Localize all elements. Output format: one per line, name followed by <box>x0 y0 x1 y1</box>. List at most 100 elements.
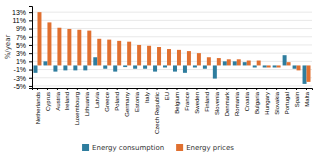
x-tick: EU <box>164 88 170 100</box>
y-tick-mark <box>29 12 32 13</box>
x-tick-mark <box>216 88 217 90</box>
bar <box>293 65 297 68</box>
x-tick-label: Belgium <box>174 92 180 114</box>
bar <box>53 65 57 71</box>
grid-line <box>32 85 312 86</box>
grid-line <box>32 12 312 13</box>
grid-line <box>32 28 312 29</box>
x-tick: Spain <box>294 88 300 107</box>
x-tick-label: Slovakia <box>274 91 280 114</box>
x-tick-mark <box>147 88 148 90</box>
legend-label: Energy consumption <box>92 144 164 152</box>
x-tick-mark <box>157 88 158 90</box>
x-tick-label: Spain <box>294 92 300 107</box>
x-tick-label: EU <box>164 92 170 100</box>
y-tick-mark <box>29 53 32 54</box>
x-tick-mark <box>47 88 48 90</box>
x-tick: Latvia <box>94 88 100 108</box>
bar <box>77 30 81 66</box>
x-tick-label: Estonia <box>134 91 140 112</box>
x-tick-mark <box>196 88 197 90</box>
x-tick-label: France <box>184 91 190 110</box>
y-tick: 13% <box>12 9 32 16</box>
x-tick: Portugal <box>284 88 290 114</box>
x-tick-mark <box>97 88 98 90</box>
bar <box>37 12 41 65</box>
x-tick-mark <box>266 88 267 90</box>
x-tick-label: Latvia <box>94 91 100 108</box>
plot: -5%-3%-1%1%3%5%7%9%11%13%NetherlandsCypr… <box>12 7 313 135</box>
bar <box>57 28 61 66</box>
x-tick-label: Poland <box>114 92 120 111</box>
x-tick-mark <box>37 88 38 90</box>
y-tick-mark <box>29 20 32 21</box>
x-tick-label: Bulgaria <box>254 91 260 114</box>
legend-swatch <box>82 144 89 151</box>
x-tick: Bulgaria <box>254 88 260 114</box>
bar <box>127 42 131 66</box>
x-tick: Poland <box>114 88 120 111</box>
y-tick-mark <box>29 78 32 79</box>
y-tick-label: 11% <box>13 17 27 24</box>
x-tick-mark <box>186 88 187 90</box>
y-tick-label: 3% <box>16 50 26 57</box>
x-tick: Luxembourg <box>74 88 80 125</box>
bars <box>33 12 310 84</box>
x-tick-mark <box>77 88 78 90</box>
legend-swatch <box>176 144 183 151</box>
bar <box>153 65 157 71</box>
x-tick-mark <box>236 88 237 90</box>
y-axis: -5%-3%-1%1%3%5%7%9%11%13% <box>12 7 33 90</box>
bar <box>177 50 181 66</box>
x-tick-label: Netherlands <box>35 92 41 124</box>
bar <box>263 65 267 67</box>
x-tick: Italy <box>144 88 150 103</box>
grid-line <box>32 77 312 78</box>
x-tick-mark <box>306 88 307 90</box>
bar <box>33 65 37 72</box>
x-axis-line <box>33 89 313 91</box>
bar <box>197 53 201 65</box>
bar <box>43 61 47 65</box>
y-tick: 3% <box>16 50 32 57</box>
bar <box>123 65 127 67</box>
bar <box>273 65 277 67</box>
x-tick: Czech Republic <box>154 88 160 134</box>
x-tick-mark <box>246 88 247 90</box>
x-tick-label: Malta <box>304 91 310 106</box>
x-tick-label: Cyprus <box>45 92 51 111</box>
bar <box>213 65 217 78</box>
y-tick-mark <box>29 29 32 30</box>
bar <box>257 61 261 66</box>
x-tick-mark <box>107 88 108 90</box>
y-tick-label: 5% <box>16 42 26 49</box>
y-tick-mark <box>29 61 32 62</box>
bar <box>227 59 231 65</box>
bar <box>267 65 271 67</box>
x-tick-label: Portugal <box>284 92 290 114</box>
x-tick: Netherlands <box>35 88 41 124</box>
x-tick-mark <box>87 88 88 90</box>
bar <box>47 22 51 65</box>
x-tick-label: Denmark <box>224 91 230 116</box>
bar <box>303 65 307 83</box>
bar <box>237 59 241 65</box>
bar <box>117 41 121 66</box>
x-axis: NetherlandsCyprusAustriaIrelandLuxembour… <box>33 88 313 134</box>
x-tick-label: Lithuania <box>84 91 90 116</box>
x-tick: Denmark <box>224 88 230 116</box>
x-tick-label: Croatia <box>244 91 250 111</box>
bar <box>223 61 227 65</box>
y-tick: 1% <box>16 58 32 65</box>
y-tick: 11% <box>13 17 33 24</box>
x-tick-mark <box>117 88 118 90</box>
bar <box>287 62 291 65</box>
x-tick-label: Ireland <box>64 92 70 110</box>
x-tick: Finland <box>204 88 210 112</box>
x-tick: Slovenia <box>214 88 220 115</box>
x-tick-mark <box>67 88 68 90</box>
y-tick-mark <box>29 45 32 46</box>
x-tick-mark <box>127 88 128 90</box>
x-tick-mark <box>276 88 277 90</box>
y-tick-label: 9% <box>16 25 26 32</box>
